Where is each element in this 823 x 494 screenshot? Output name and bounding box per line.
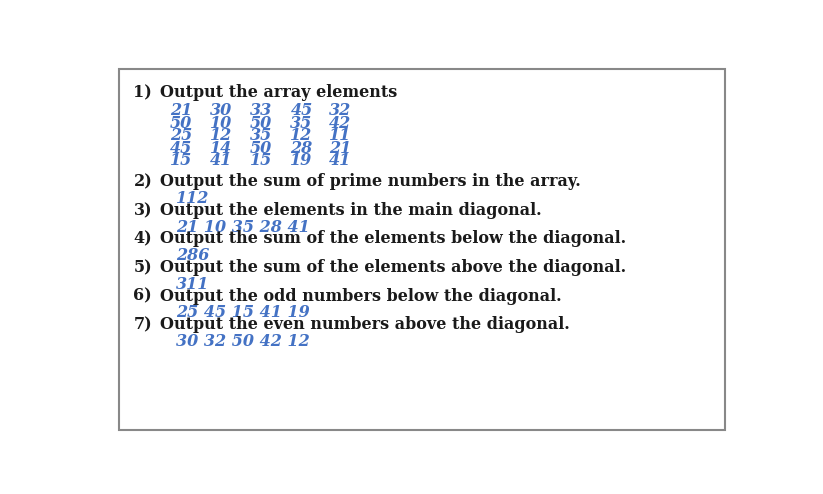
Text: Output the sum of prime numbers in the array.: Output the sum of prime numbers in the a… <box>160 173 581 190</box>
Text: 14: 14 <box>210 140 232 157</box>
Text: 10: 10 <box>210 115 232 132</box>
Text: 5): 5) <box>133 259 152 276</box>
Text: 286: 286 <box>176 247 210 264</box>
Text: 28: 28 <box>291 140 313 157</box>
Text: 32: 32 <box>329 102 351 119</box>
Text: 33: 33 <box>250 102 272 119</box>
Text: 50: 50 <box>170 115 192 132</box>
Text: 19: 19 <box>291 153 313 169</box>
Text: 2): 2) <box>133 173 152 190</box>
Text: 21: 21 <box>329 140 351 157</box>
Text: 15: 15 <box>250 153 272 169</box>
Text: 4): 4) <box>133 230 152 247</box>
Text: Output the sum of the elements above the diagonal.: Output the sum of the elements above the… <box>160 259 626 276</box>
Text: 42: 42 <box>329 115 351 132</box>
Text: 41: 41 <box>329 153 351 169</box>
Text: 35: 35 <box>291 115 313 132</box>
Text: 7): 7) <box>133 316 152 333</box>
Text: 21 10 35 28 41: 21 10 35 28 41 <box>176 219 310 236</box>
Text: 45: 45 <box>291 102 313 119</box>
Text: 35: 35 <box>250 127 272 144</box>
Text: 41: 41 <box>210 153 232 169</box>
Text: 30 32 50 42 12: 30 32 50 42 12 <box>176 333 310 350</box>
Text: 25: 25 <box>170 127 192 144</box>
Text: 21: 21 <box>170 102 192 119</box>
Text: 15: 15 <box>170 153 192 169</box>
Text: 50: 50 <box>250 115 272 132</box>
Text: 6): 6) <box>133 288 152 304</box>
Text: 12: 12 <box>291 127 313 144</box>
Text: 1): 1) <box>133 84 152 101</box>
Text: Output the array elements: Output the array elements <box>160 84 398 101</box>
Text: 45: 45 <box>170 140 192 157</box>
Text: 25 45 15 41 19: 25 45 15 41 19 <box>176 304 310 321</box>
Text: Output the elements in the main diagonal.: Output the elements in the main diagonal… <box>160 202 542 219</box>
Text: 11: 11 <box>329 127 351 144</box>
Text: 3): 3) <box>133 202 152 219</box>
Text: 311: 311 <box>176 276 210 293</box>
Text: Output the sum of the elements below the diagonal.: Output the sum of the elements below the… <box>160 230 626 247</box>
Text: 12: 12 <box>210 127 232 144</box>
Text: 112: 112 <box>176 190 210 207</box>
Text: 30: 30 <box>210 102 232 119</box>
Text: Output the odd numbers below the diagonal.: Output the odd numbers below the diagona… <box>160 288 562 304</box>
Text: Output the even numbers above the diagonal.: Output the even numbers above the diagon… <box>160 316 570 333</box>
Text: 50: 50 <box>250 140 272 157</box>
FancyBboxPatch shape <box>119 69 725 430</box>
